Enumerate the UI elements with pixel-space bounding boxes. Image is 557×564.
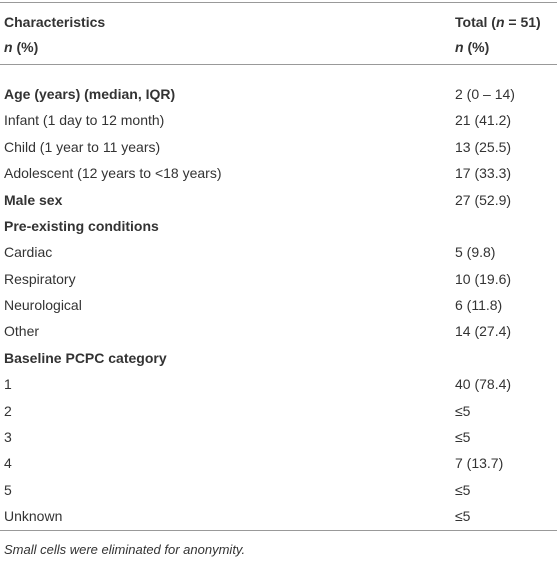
row-value: ≤5 bbox=[455, 402, 471, 419]
row-label: Baseline PCPC category bbox=[4, 349, 167, 366]
row-label: Neurological bbox=[4, 297, 82, 313]
footnote: Small cells were eliminated for anonymit… bbox=[4, 542, 246, 557]
header-text: n bbox=[495, 14, 505, 30]
header-text: (%) bbox=[12, 39, 39, 55]
row-value: 13 (25.5) bbox=[455, 138, 512, 155]
row-label: 2 bbox=[4, 402, 12, 419]
row-label: Age (years) (median, IQR) bbox=[4, 86, 176, 102]
header-cell: Total (n = 51) bbox=[455, 13, 541, 31]
row-value: ≤5 bbox=[455, 481, 471, 498]
header-text: (%) bbox=[463, 39, 490, 55]
row-value: 5 (9.8) bbox=[455, 244, 496, 261]
header-cell: n (%) bbox=[4, 38, 38, 56]
row-label: Adolescent (12 years to <18 years) bbox=[4, 165, 222, 182]
row-value: 7 (13.7) bbox=[455, 455, 504, 472]
header-text: = 51) bbox=[504, 14, 541, 30]
row-label: 5 bbox=[4, 481, 12, 498]
top-rule bbox=[0, 2, 557, 3]
row-value: 17 (33.3) bbox=[455, 165, 512, 182]
row-value: 10 (19.6) bbox=[455, 270, 512, 287]
row-value: ≤5 bbox=[455, 508, 471, 524]
header-text: n bbox=[455, 39, 464, 55]
row-value: 27 (52.9) bbox=[455, 191, 512, 208]
header-cell: Characteristics bbox=[4, 13, 105, 31]
row-label: Child (1 year to 11 years) bbox=[4, 138, 161, 155]
row-label: 4 bbox=[4, 455, 12, 472]
row-value: ≤5 bbox=[455, 428, 471, 445]
row-value: 40 (78.4) bbox=[455, 376, 512, 393]
row-label: Cardiac bbox=[4, 244, 53, 261]
header-text: Total ( bbox=[455, 14, 496, 30]
header-cell: n (%) bbox=[455, 38, 489, 56]
row-label: Other bbox=[4, 323, 40, 340]
row-label: Male sex bbox=[4, 191, 63, 208]
header-text: n bbox=[4, 39, 13, 55]
row-label: Infant (1 day to 12 month) bbox=[4, 112, 165, 129]
row-label: Unknown bbox=[4, 508, 63, 524]
row-value: 6 (11.8) bbox=[455, 297, 503, 313]
row-label: Respiratory bbox=[4, 270, 76, 287]
row-label: Pre-existing conditions bbox=[4, 217, 159, 234]
row-label: 3 bbox=[4, 428, 12, 445]
bottom-rule bbox=[0, 530, 557, 531]
row-label: 1 bbox=[4, 376, 12, 393]
row-value: 2 (0 – 14) bbox=[455, 86, 515, 102]
row-value: 14 (27.4) bbox=[455, 323, 512, 340]
row-value: 21 (41.2) bbox=[455, 112, 512, 129]
header-rule bbox=[0, 64, 557, 65]
header-text: Characteristics bbox=[4, 14, 106, 30]
